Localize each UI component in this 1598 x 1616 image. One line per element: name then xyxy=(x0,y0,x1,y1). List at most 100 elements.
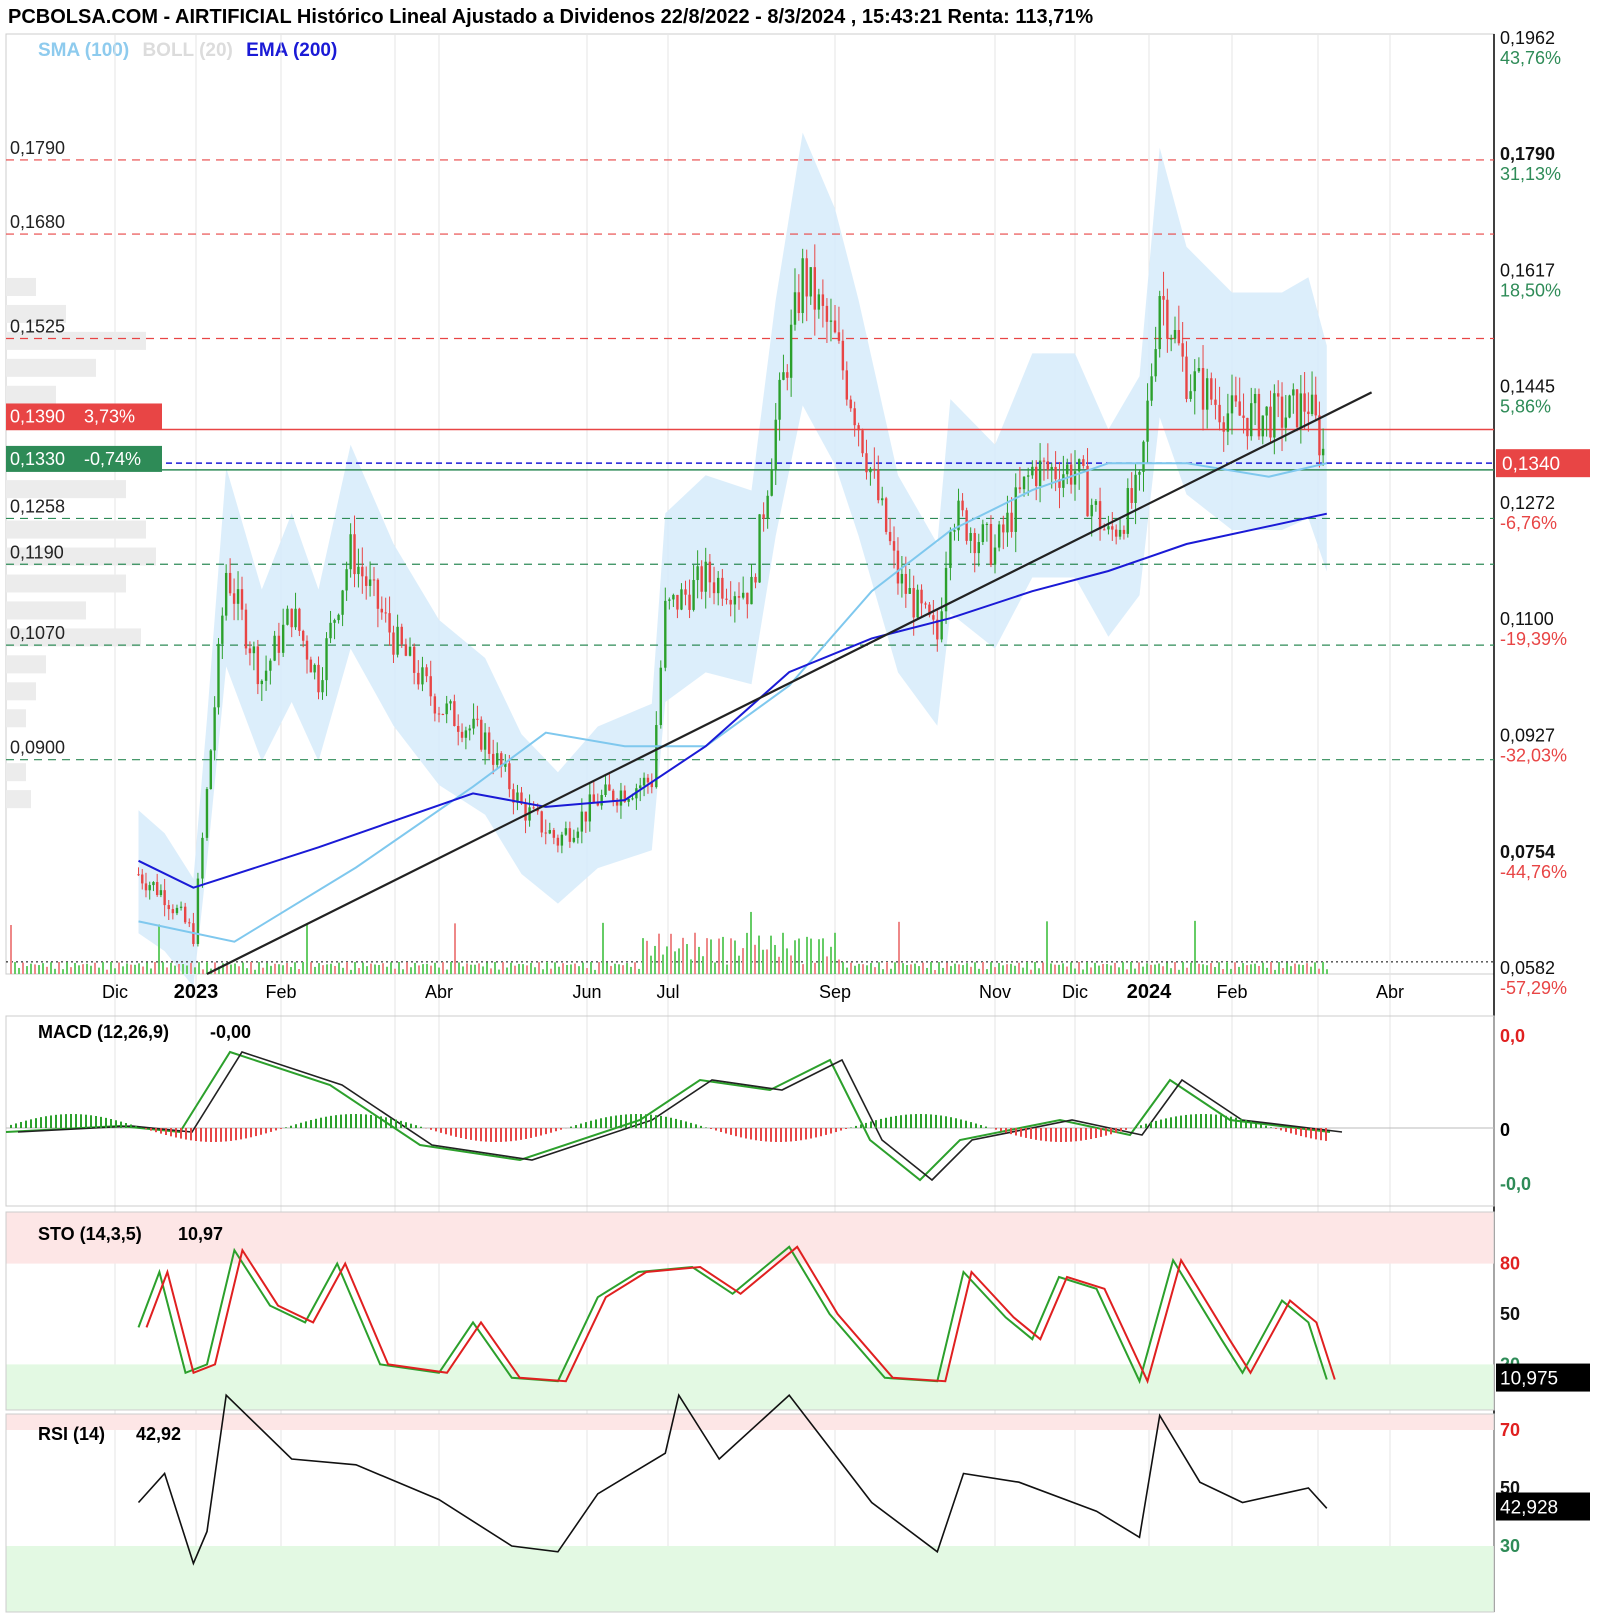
macd-histogram-bar xyxy=(500,1128,502,1142)
macd-histogram-bar xyxy=(1255,1122,1257,1128)
volume-bar xyxy=(1010,963,1012,974)
candle xyxy=(1054,466,1057,480)
volume-bar xyxy=(550,968,552,974)
macd-histogram-bar xyxy=(165,1128,167,1136)
volume-profile-bar xyxy=(6,628,141,647)
price-tick-label: 0,0754 xyxy=(1500,842,1555,862)
volume-bar xyxy=(246,968,248,974)
macd-histogram-bar xyxy=(1205,1114,1207,1128)
macd-histogram-bar xyxy=(1015,1128,1017,1136)
candle xyxy=(1046,461,1050,470)
macd-histogram-bar xyxy=(80,1114,82,1128)
volume-bar xyxy=(34,964,36,974)
volume-bar xyxy=(1038,968,1040,974)
macd-histogram-bar xyxy=(1210,1114,1212,1128)
macd-line xyxy=(5,1050,1331,1182)
volume-bar xyxy=(1154,964,1156,974)
macd-histogram-bar xyxy=(370,1114,372,1128)
candle xyxy=(786,372,789,378)
volume-bar xyxy=(1266,967,1268,974)
candle xyxy=(793,292,797,325)
volume-bar xyxy=(1262,962,1264,974)
volume-bar xyxy=(942,967,944,974)
volume-bar xyxy=(554,962,556,974)
volume-bar xyxy=(794,940,796,974)
candle xyxy=(1111,526,1114,530)
candle xyxy=(1299,393,1303,428)
volume-bar xyxy=(774,944,776,974)
rsi-current-box xyxy=(1496,1492,1590,1521)
macd-histogram-bar xyxy=(325,1116,327,1128)
volume-bar xyxy=(1306,963,1308,974)
candle xyxy=(256,646,260,685)
macd-histogram-bar xyxy=(1220,1115,1222,1128)
macd-histogram-bar xyxy=(570,1126,572,1128)
volume-bar xyxy=(1190,962,1192,974)
volume-bar xyxy=(146,962,148,974)
candle xyxy=(778,379,781,420)
candle xyxy=(762,514,765,519)
macd-histogram-bar xyxy=(1050,1128,1052,1142)
macd-histogram-bar xyxy=(475,1128,477,1141)
macd-histogram-bar xyxy=(285,1127,287,1128)
macd-histogram-bar xyxy=(590,1120,592,1128)
volume-bar xyxy=(466,963,468,974)
candle xyxy=(1307,411,1310,415)
volume-bar xyxy=(894,962,896,974)
macd-histogram-bar xyxy=(645,1114,647,1128)
chart-title: PCBOLSA.COM - AIRTIFICIAL Histórico Line… xyxy=(8,6,1094,28)
macd-histogram-bar xyxy=(770,1128,772,1142)
candle xyxy=(1269,406,1272,438)
macd-histogram-bar xyxy=(270,1128,272,1132)
volume-bar xyxy=(850,962,852,974)
candle xyxy=(1234,395,1238,402)
macd-histogram-bar xyxy=(65,1114,67,1128)
candle xyxy=(650,782,653,788)
price-tick-label: 0,1790 xyxy=(1500,144,1555,164)
candle xyxy=(1214,399,1217,405)
candle xyxy=(163,890,166,906)
rsi-tick: 30 xyxy=(1500,1536,1520,1556)
volume-bar xyxy=(1102,963,1104,974)
candle xyxy=(989,523,993,565)
macd-histogram-bar xyxy=(460,1128,462,1139)
candle xyxy=(981,524,985,543)
candle xyxy=(865,453,868,473)
candle xyxy=(957,500,960,531)
candle xyxy=(1142,441,1145,472)
macd-histogram-bar xyxy=(180,1128,182,1139)
volume-bar xyxy=(206,962,208,974)
price-tick-label: 0,1445 xyxy=(1500,376,1555,396)
volume-bar xyxy=(862,964,864,974)
candle xyxy=(1193,371,1196,392)
candle xyxy=(1201,368,1205,410)
rsi-label: RSI (14) xyxy=(38,1424,105,1444)
volume-bar xyxy=(938,962,940,974)
candle xyxy=(1126,488,1130,534)
macd-histogram-bar xyxy=(295,1124,297,1128)
volume-profile-bar xyxy=(6,790,31,809)
volume-bar xyxy=(282,965,284,974)
candle xyxy=(236,589,240,604)
candle xyxy=(290,608,293,628)
macd-histogram-bar xyxy=(175,1128,177,1138)
candle xyxy=(725,598,728,600)
volume-bar xyxy=(594,969,596,974)
macd-histogram-bar xyxy=(265,1128,267,1134)
candle xyxy=(1138,471,1141,475)
macd-histogram-bar xyxy=(1140,1125,1142,1128)
volume-bar xyxy=(1094,962,1096,974)
candle xyxy=(1146,400,1149,442)
volume-bar xyxy=(622,965,624,974)
volume-bar xyxy=(986,969,988,974)
macd-histogram-bar xyxy=(260,1128,262,1135)
macd-histogram-bar xyxy=(1275,1128,1277,1129)
volume-bar xyxy=(1290,966,1292,974)
candle xyxy=(1185,356,1188,399)
candle xyxy=(353,534,356,575)
candle xyxy=(417,672,420,685)
volume-bar xyxy=(858,963,860,974)
macd-histogram-bar xyxy=(385,1117,387,1128)
volume-bar xyxy=(742,948,744,974)
candle xyxy=(877,469,880,501)
